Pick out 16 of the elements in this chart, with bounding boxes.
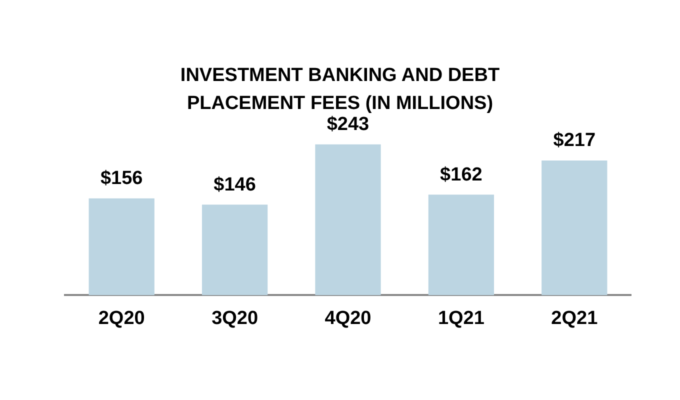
data-label: $217: [553, 130, 596, 152]
x-tick-label: 2Q20: [98, 308, 145, 329]
x-tick-label: 3Q20: [212, 308, 258, 329]
bar: [542, 160, 608, 296]
bar: [428, 194, 494, 296]
x-tick-label: 1Q21: [438, 308, 485, 329]
bar: [315, 144, 381, 296]
bar: [88, 198, 154, 296]
data-label: $243: [326, 114, 370, 136]
data-label: $156: [100, 168, 143, 190]
bar: [202, 204, 268, 296]
data-label: $162: [440, 164, 482, 186]
data-label: $146: [214, 174, 256, 196]
x-tick-label: 4Q20: [324, 308, 372, 329]
chart-title: INVESTMENT BANKING AND DEBT PLACEMENT FEES (IN MILLIONS): [180, 65, 500, 114]
x-tick-label: 2Q21: [551, 308, 598, 329]
